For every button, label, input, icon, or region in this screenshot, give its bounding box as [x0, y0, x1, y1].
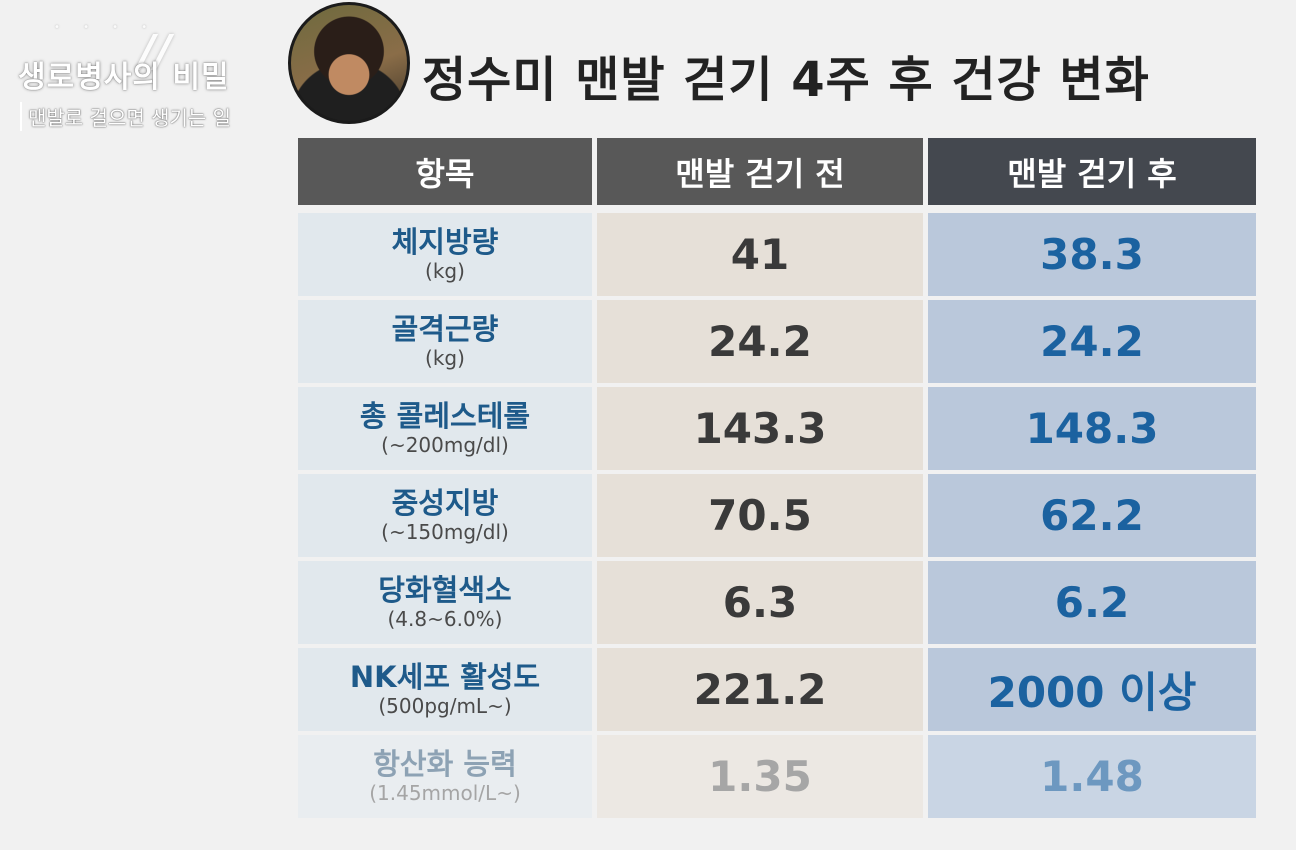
after-value: 24.2: [1040, 317, 1144, 366]
table-row: 골격근량 (kg) 24.2 24.2: [298, 300, 1258, 383]
after-cell: 2000 이상: [928, 648, 1256, 731]
before-cell: 6.3: [597, 561, 923, 644]
after-cell: 62.2: [928, 474, 1256, 557]
after-value: 6.2: [1054, 578, 1130, 627]
before-cell: 41: [597, 213, 923, 296]
episode-subtitle: 맨발로 걸으면 생기는 일: [20, 102, 231, 131]
item-name: 중성지방: [391, 485, 499, 520]
table-row: NK세포 활성도 (500pg/mL~) 221.2 2000 이상: [298, 648, 1258, 731]
before-value: 143.3: [693, 404, 827, 453]
after-cell: 24.2: [928, 300, 1256, 383]
after-cell: 6.2: [928, 561, 1256, 644]
item-name: 당화혈색소: [378, 572, 512, 607]
after-value: 62.2: [1040, 491, 1144, 540]
comparison-table: 항목 맨발 걷기 전 맨발 걷기 후 체지방량 (kg) 41 38.3 골격근…: [298, 138, 1258, 822]
logo-decoration: • • • •: [54, 22, 158, 33]
before-value: 1.35: [708, 752, 812, 801]
avatar: [288, 2, 410, 124]
before-cell: 1.35: [597, 735, 923, 818]
show-logo: • • • • // 생로병사의 비밀 맨발로 걸으면 생기는 일: [14, 22, 284, 140]
show-title: 생로병사의 비밀: [18, 60, 230, 95]
item-unit: (~150mg/dl): [381, 519, 509, 544]
before-cell: 70.5: [597, 474, 923, 557]
table-row: 당화혈색소 (4.8~6.0%) 6.3 6.2: [298, 561, 1258, 644]
item-name: 체지방량: [391, 224, 499, 259]
after-value: 148.3: [1025, 404, 1159, 453]
item-cell: NK세포 활성도 (500pg/mL~): [298, 648, 592, 731]
before-cell: 143.3: [597, 387, 923, 470]
table-header-row: 항목 맨발 걷기 전 맨발 걷기 후: [298, 138, 1258, 205]
item-name: 총 콜레스테롤: [359, 398, 531, 433]
table-row: 체지방량 (kg) 41 38.3: [298, 213, 1258, 296]
item-name: NK세포 활성도: [349, 659, 541, 694]
table-row: 총 콜레스테롤 (~200mg/dl) 143.3 148.3: [298, 387, 1258, 470]
before-cell: 221.2: [597, 648, 923, 731]
after-cell: 148.3: [928, 387, 1256, 470]
item-unit: (500pg/mL~): [378, 693, 512, 718]
after-value: 1.48: [1040, 752, 1144, 801]
item-unit: (kg): [425, 258, 465, 283]
before-cell: 24.2: [597, 300, 923, 383]
item-unit: (4.8~6.0%): [387, 606, 503, 631]
item-unit: (kg): [425, 345, 465, 370]
item-cell: 중성지방 (~150mg/dl): [298, 474, 592, 557]
table-row: 중성지방 (~150mg/dl) 70.5 62.2: [298, 474, 1258, 557]
item-unit: (1.45mmol/L~): [369, 780, 521, 805]
item-unit: (~200mg/dl): [381, 432, 509, 457]
before-value: 24.2: [708, 317, 812, 366]
page-title: 정수미 맨발 걷기 4주 후 건강 변화: [422, 52, 1150, 108]
before-value: 70.5: [708, 491, 812, 540]
before-value: 221.2: [693, 665, 827, 714]
header-after: 맨발 걷기 후: [928, 138, 1256, 205]
after-cell: 38.3: [928, 213, 1256, 296]
after-cell: 1.48: [928, 735, 1256, 818]
header-item: 항목: [298, 138, 592, 205]
item-cell: 항산화 능력 (1.45mmol/L~): [298, 735, 592, 818]
item-name: 항산화 능력: [373, 746, 517, 781]
item-name: 골격근량: [391, 311, 499, 346]
before-value: 6.3: [722, 578, 798, 627]
item-cell: 당화혈색소 (4.8~6.0%): [298, 561, 592, 644]
table-row: 항산화 능력 (1.45mmol/L~) 1.35 1.48: [298, 735, 1258, 818]
before-value: 41: [730, 230, 790, 279]
header-before: 맨발 걷기 전: [597, 138, 923, 205]
after-value: 38.3: [1040, 230, 1144, 279]
after-value: 2000 이상: [987, 668, 1197, 717]
item-cell: 골격근량 (kg): [298, 300, 592, 383]
item-cell: 총 콜레스테롤 (~200mg/dl): [298, 387, 592, 470]
logo-slash-decoration: //: [139, 26, 172, 77]
item-cell: 체지방량 (kg): [298, 213, 592, 296]
